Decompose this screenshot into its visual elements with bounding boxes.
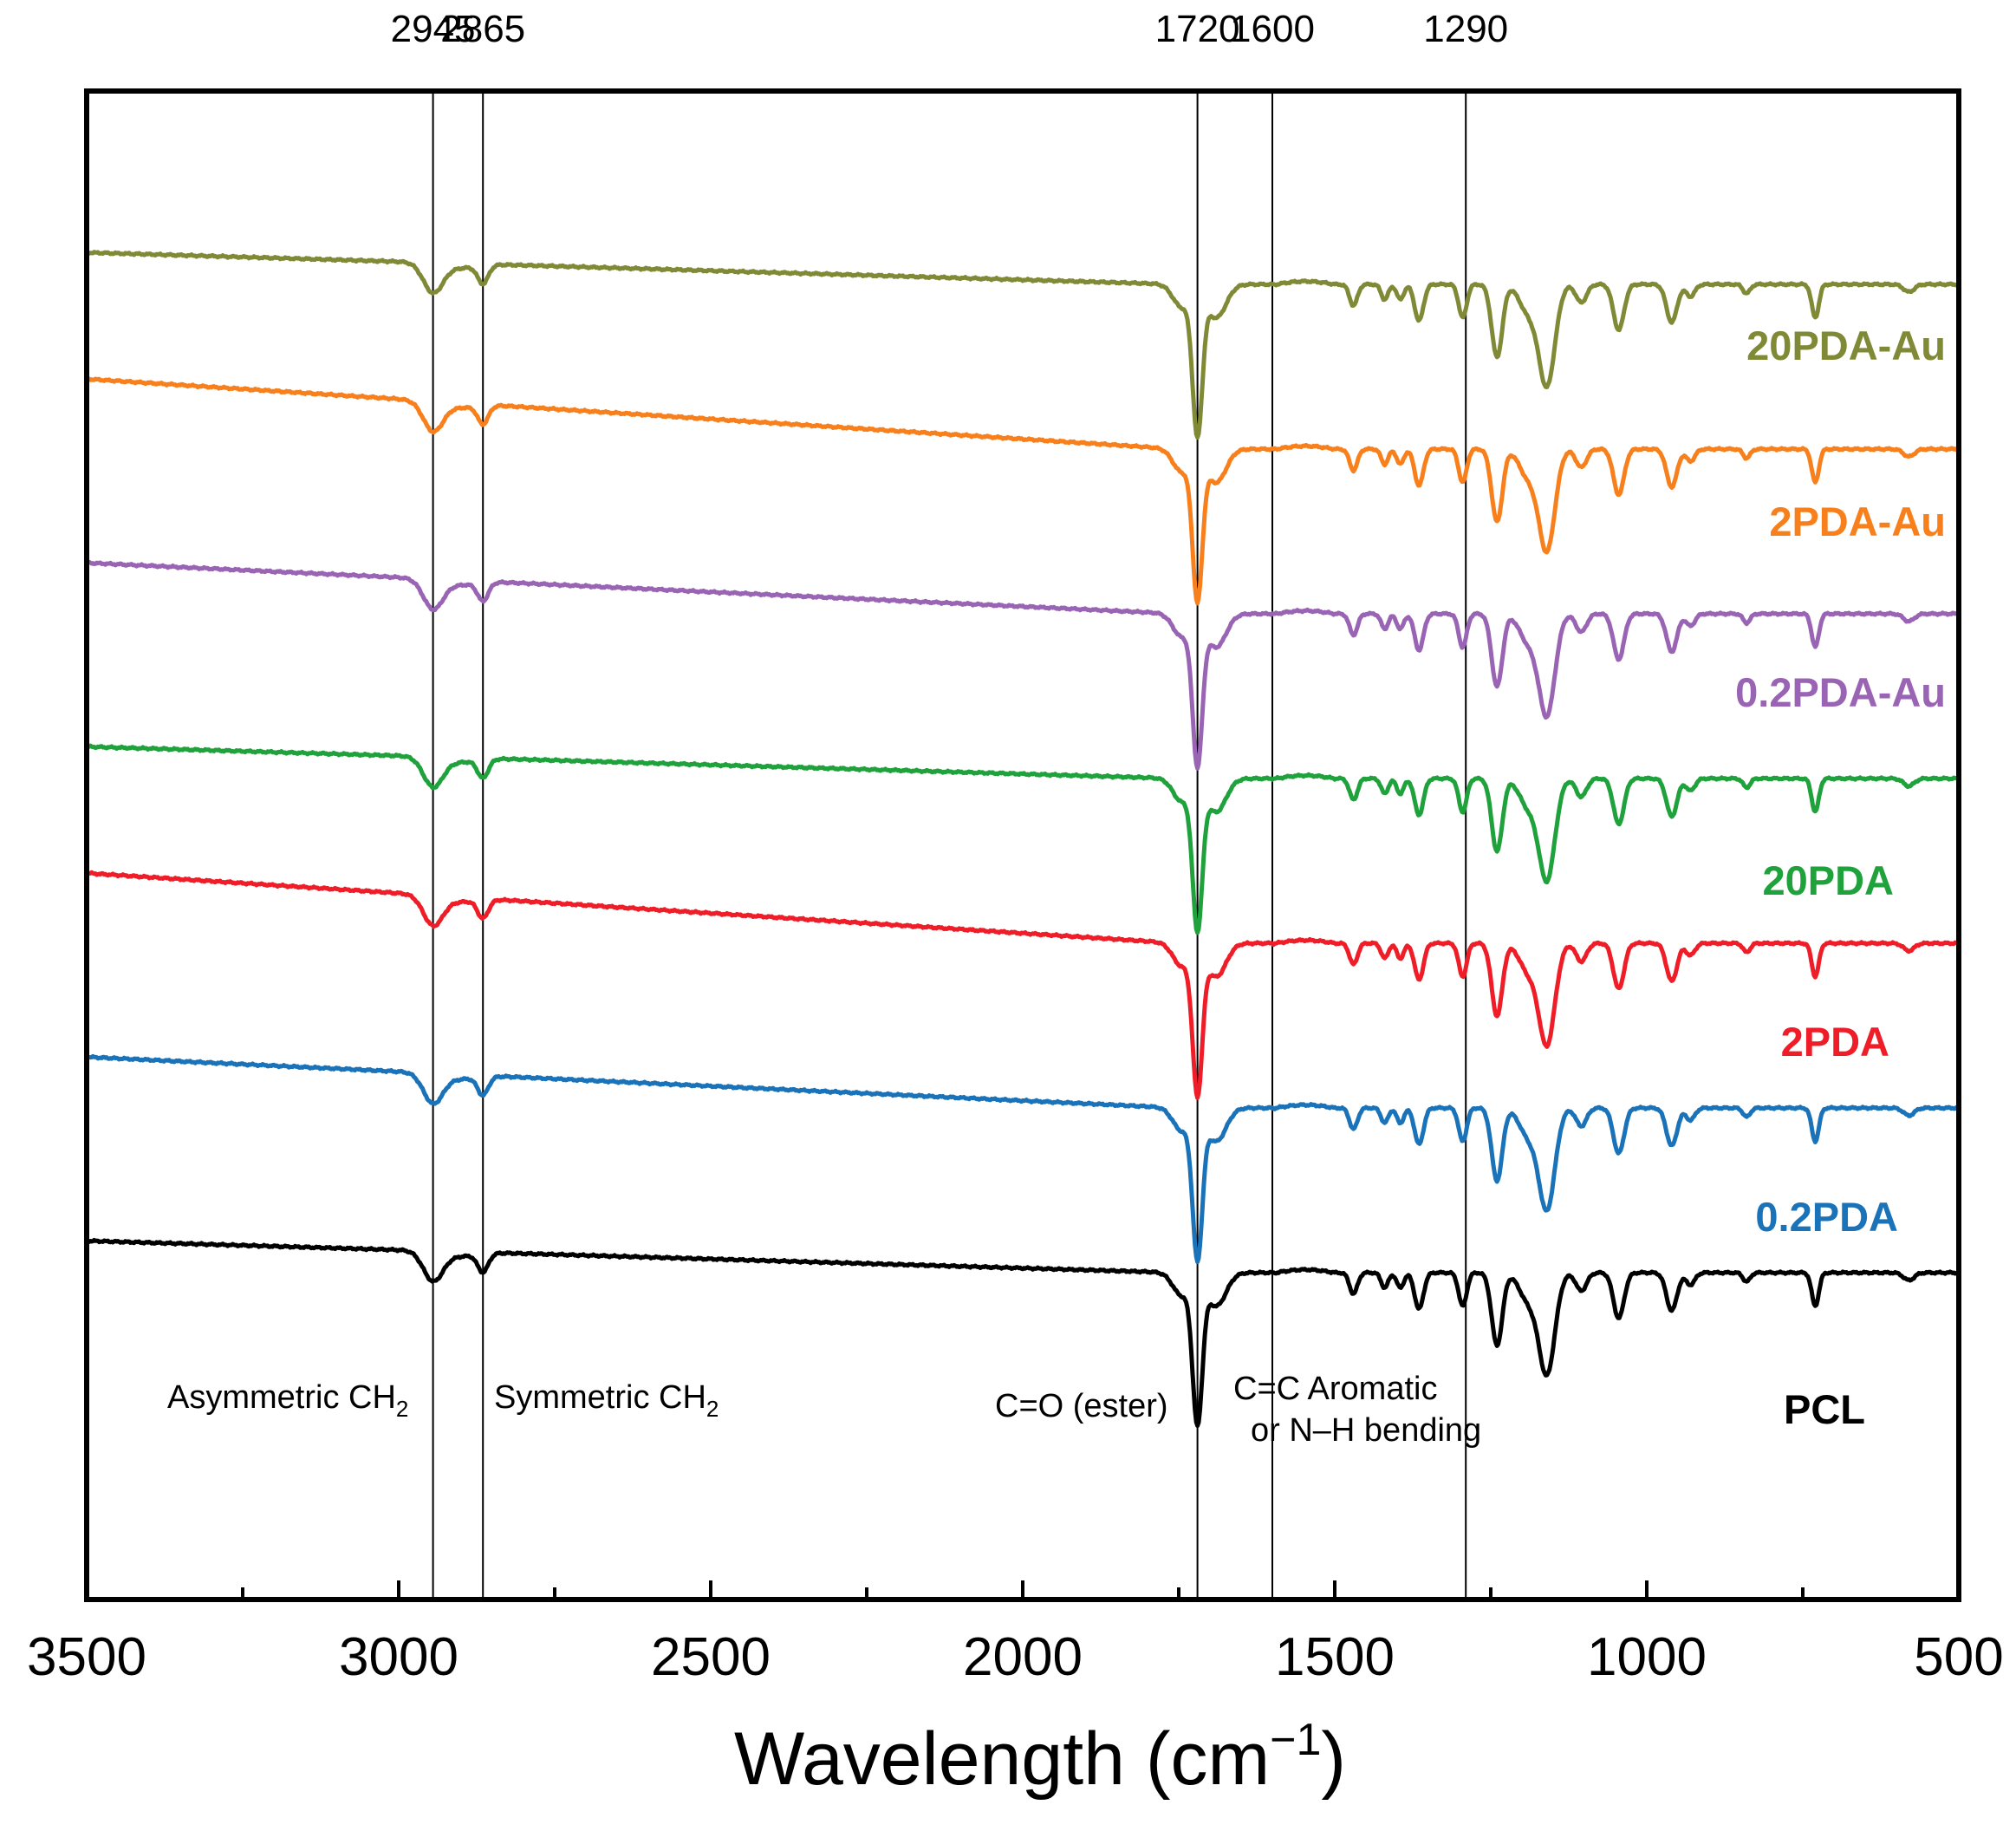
series-label: 20PDA-Au <box>1746 323 1946 368</box>
x-tick-label: 3000 <box>339 1627 458 1687</box>
peak-label: 2945 <box>391 8 476 50</box>
x-tick-label: 2000 <box>963 1627 1083 1687</box>
reference-lines <box>432 91 1467 1600</box>
series-label: 2PDA-Au <box>1769 498 1946 544</box>
x-tick-label: 500 <box>1914 1627 2003 1687</box>
series-label: 0.2PDA <box>1755 1194 1898 1240</box>
x-tick-label: 2500 <box>651 1627 771 1687</box>
series-line-0-2pda <box>85 1053 1961 1265</box>
annotation-asym-ch2: Asymmetric CH2 <box>167 1379 408 1422</box>
series-line-2pda <box>85 870 1961 1100</box>
x-axis-label: Wavelength (cm−1) <box>734 1715 1346 1801</box>
series-line-pcl <box>85 1237 1961 1428</box>
x-axis-tick-labels: 3500 3000 2500 2000 1500 1000 500 <box>27 1627 2004 1687</box>
series-label: 0.2PDA-Au <box>1735 669 1946 715</box>
series-label: 2PDA <box>1781 1019 1889 1065</box>
annotation-n-h-bending: or N–H bending <box>1251 1412 1481 1449</box>
series-label: PCL <box>1784 1386 1865 1432</box>
annotation-sym-ch2: Symmetric CH2 <box>494 1379 719 1422</box>
x-tick-label: 1000 <box>1587 1627 1707 1687</box>
peak-label: 1720 <box>1155 8 1240 50</box>
series-layer <box>85 250 1961 1428</box>
annotation-c-c-aromatic: C=C Aromatic <box>1233 1371 1437 1407</box>
peak-label: 1600 <box>1230 8 1315 50</box>
x-tick-label: 1500 <box>1275 1627 1395 1687</box>
series-labels: 20PDA-Au 2PDA-Au 0.2PDA-Au 20PDA 2PDA 0.2PDA P… <box>1735 323 1946 1432</box>
series-line-20pda-au <box>85 250 1961 440</box>
annotation-c-o-ester: C=O (ester) <box>995 1388 1168 1424</box>
plot-frame <box>84 88 1961 1602</box>
peak-label: 2865 <box>440 8 525 50</box>
x-tick-label: 3500 <box>27 1627 146 1687</box>
peak-label: 1290 <box>1423 8 1508 50</box>
series-line-2pda-au <box>85 375 1961 606</box>
series-line-0-2pda-au <box>85 559 1961 771</box>
x-axis-ticks <box>85 1580 1961 1600</box>
series-line-20pda <box>85 743 1961 935</box>
series-label: 20PDA <box>1762 857 1894 903</box>
